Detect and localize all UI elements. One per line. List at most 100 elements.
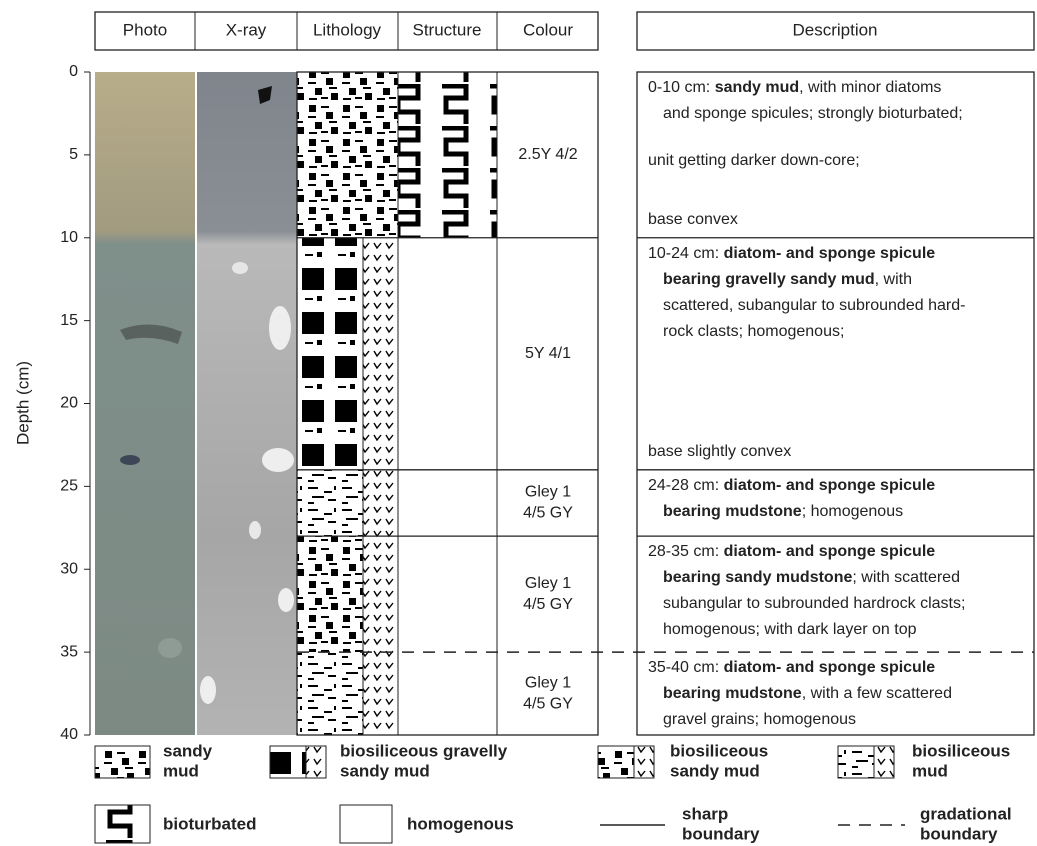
depth-tick-label: 35 xyxy=(60,643,78,660)
depth-tick-label: 5 xyxy=(69,146,78,163)
colour-label: Gley 1 xyxy=(525,575,571,592)
description-line: 0-10 cm: sandy mud, with minor diatoms xyxy=(648,79,941,96)
legend-swatch xyxy=(269,745,307,779)
axis-label: Depth (cm) xyxy=(13,361,32,445)
structure-bioturbated xyxy=(398,72,497,238)
description-line: base convex xyxy=(648,211,738,228)
xray-clast xyxy=(278,588,294,612)
description-line: bearing mudstone; homogenous xyxy=(663,503,903,520)
legend-swatch xyxy=(597,745,635,779)
description-run: gravel grains; homogenous xyxy=(663,711,856,728)
core-xray xyxy=(197,72,297,735)
legend-label: biosiliceous gravelly xyxy=(340,741,508,760)
legend-swatch xyxy=(305,745,327,779)
colour-label: 2.5Y 4/2 xyxy=(518,146,577,163)
colour-label: Gley 1 xyxy=(525,674,571,691)
header-label: Photo xyxy=(123,20,167,39)
depth-tick-label: 10 xyxy=(60,229,78,246)
description-line: 35-40 cm: diatom- and sponge spicule xyxy=(648,659,935,676)
depth-tick-label: 25 xyxy=(60,478,78,495)
legend-swatch xyxy=(94,804,151,844)
legend xyxy=(94,745,905,844)
xray-clast xyxy=(262,448,294,472)
description-run: bearing sandy mudstone xyxy=(663,569,852,586)
header-box xyxy=(94,11,599,51)
xray-clast xyxy=(249,521,261,539)
description-line: rock clasts; homogenous; xyxy=(663,323,844,340)
legend-swatch xyxy=(339,804,393,844)
lithology-mud xyxy=(297,652,363,735)
description-run: , with minor diatoms xyxy=(799,79,941,96)
lithology-sandy-mud xyxy=(297,536,363,652)
description-run: bearing mudstone xyxy=(663,503,802,520)
depth-tick-label: 0 xyxy=(69,63,78,80)
description-run: 0-10 cm: xyxy=(648,79,715,96)
colour-label: Gley 1 xyxy=(525,484,571,501)
depth-tick-label: 40 xyxy=(60,726,78,743)
legend-swatch xyxy=(873,745,895,779)
legend-swatch xyxy=(94,745,151,779)
legend-label: biosiliceous xyxy=(912,741,1010,760)
depth-tick-label: 15 xyxy=(60,312,78,329)
description-line: subangular to subrounded hardrock clasts… xyxy=(663,595,965,612)
header-label: Description xyxy=(792,20,877,39)
description-line: base slightly convex xyxy=(648,443,791,460)
description-line: 10-24 cm: diatom- and sponge spicule xyxy=(648,245,935,262)
description-run: 24-28 cm: xyxy=(648,477,724,494)
header-label: Lithology xyxy=(313,20,382,39)
legend-label: boundary xyxy=(682,824,760,843)
legend-label: biosiliceous xyxy=(670,741,768,760)
description-run: rock clasts; homogenous; xyxy=(663,323,844,340)
legend-label: sandy mud xyxy=(340,761,430,780)
description-run: scattered, subangular to subrounded hard… xyxy=(663,297,965,314)
legend-label: sharp xyxy=(682,804,728,823)
legend-label: sandy xyxy=(163,741,213,760)
description-line: 28-35 cm: diatom- and sponge spicule xyxy=(648,543,935,560)
photo-clast xyxy=(120,324,182,344)
xray-clast xyxy=(269,306,291,350)
description-run: ; homogenous xyxy=(802,503,903,520)
description-frame xyxy=(636,71,1035,736)
description-run: , with a few scattered xyxy=(802,685,952,702)
description-line: bearing sandy mudstone; with scattered xyxy=(663,569,960,586)
description-run: bearing gravelly sandy mud xyxy=(663,271,875,288)
legend-label: boundary xyxy=(920,824,998,843)
legend-swatch xyxy=(837,745,875,779)
description-line: scattered, subangular to subrounded hard… xyxy=(663,297,965,314)
description-line: gravel grains; homogenous xyxy=(663,711,856,728)
description-run: bearing mudstone xyxy=(663,685,802,702)
description-line: homogenous; with dark layer on top xyxy=(663,621,917,638)
description-line: 24-28 cm: diatom- and sponge spicule xyxy=(648,477,935,494)
description-run: and sponge spicules; strongly bioturbate… xyxy=(663,105,963,122)
legend-label: homogenous xyxy=(407,814,514,833)
header-label: Structure xyxy=(413,20,482,39)
lithology-gravelly-sandy-mud xyxy=(297,238,363,470)
description-line: and sponge spicules; strongly bioturbate… xyxy=(663,105,963,122)
depth-tick-label: 20 xyxy=(60,395,78,412)
lithology-mud xyxy=(297,470,363,536)
description-line: bearing gravelly sandy mud, with xyxy=(663,271,912,288)
xray-clast xyxy=(232,262,248,274)
photo-clast xyxy=(120,455,140,465)
description-run: base slightly convex xyxy=(648,443,791,460)
colour-label: 5Y 4/1 xyxy=(525,345,571,362)
description-line: unit getting darker down-core; xyxy=(648,152,860,169)
depth-tick-label: 30 xyxy=(60,560,78,577)
legend-label: mud xyxy=(912,761,948,780)
log-frame xyxy=(296,71,599,736)
header: Photo X-ray Lithology Structure Colour D… xyxy=(94,11,1035,51)
lithology-siliceous xyxy=(363,238,398,735)
xray-clast xyxy=(200,676,216,704)
description-run: , with xyxy=(875,271,912,288)
description-run: base convex xyxy=(648,211,738,228)
description-run: 35-40 cm: xyxy=(648,659,724,676)
description-line: bearing mudstone, with a few scattered xyxy=(663,685,952,702)
description-run: diatom- and sponge spicule xyxy=(724,245,936,262)
lithology-sandy-mud xyxy=(297,72,398,238)
header-label: Colour xyxy=(523,20,573,39)
header-label: X-ray xyxy=(226,20,267,39)
core-photo xyxy=(95,72,195,735)
description-run: homogenous; with dark layer on top xyxy=(663,621,917,638)
